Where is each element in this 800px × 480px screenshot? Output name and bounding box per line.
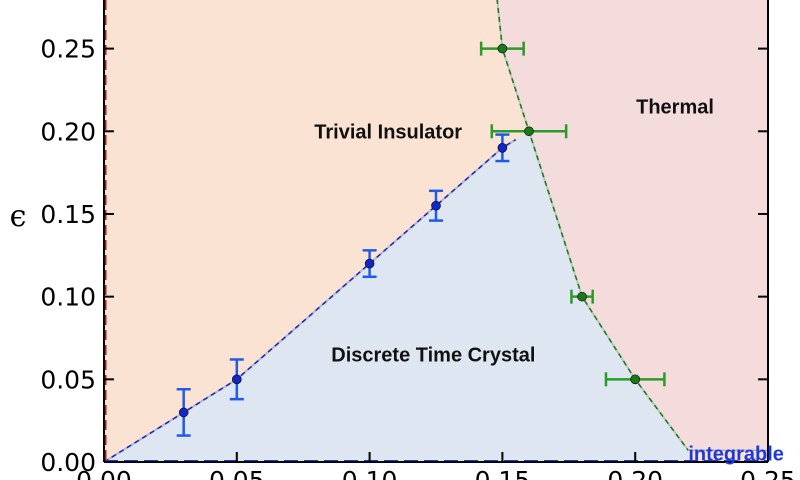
y-tick-label: 0.10 [40, 283, 96, 312]
y-tick-label: 0.20 [40, 117, 96, 146]
y-axis-label: ϵ [10, 199, 27, 234]
data-point [497, 43, 508, 54]
region-thermal [497, 0, 768, 451]
x-tick-label: 0.05 [209, 466, 265, 480]
y-tick-label: 0.00 [40, 448, 96, 477]
x-tick-label: 0.20 [607, 466, 663, 480]
region-label: Trivial Insulator [314, 121, 462, 143]
labels: 0.00 0.05 0.10 0.15 0.20 0.25 0.00 0.05 0.10 0.15… [10, 35, 796, 480]
x-tick-label: 0.10 [342, 466, 398, 480]
phase-regions [104, 0, 768, 462]
data-point [364, 258, 375, 269]
data-point [178, 407, 189, 418]
x-tick-label: 0.25 [740, 466, 796, 480]
boundary-thermal [496, 0, 689, 451]
data-point [577, 291, 587, 302]
y-tick-label: 0.25 [40, 35, 96, 64]
data-point [524, 126, 534, 137]
data-point [232, 374, 242, 385]
data-point [630, 374, 641, 385]
data-point [497, 143, 508, 153]
data-point [431, 200, 441, 211]
axes [103, 0, 769, 463]
region-label: Thermal [636, 96, 714, 118]
region-label: Discrete Time Crystal [331, 345, 535, 367]
region-label: integrable [688, 444, 784, 466]
x-tick-label: 0.00 [76, 466, 132, 480]
region-discrete-time-crystal [104, 131, 689, 462]
y-tick-label: 0.15 [40, 200, 96, 229]
data-points [178, 43, 641, 418]
y-tick-label: 0.05 [40, 365, 96, 394]
x-tick-label: 0.15 [475, 466, 531, 480]
